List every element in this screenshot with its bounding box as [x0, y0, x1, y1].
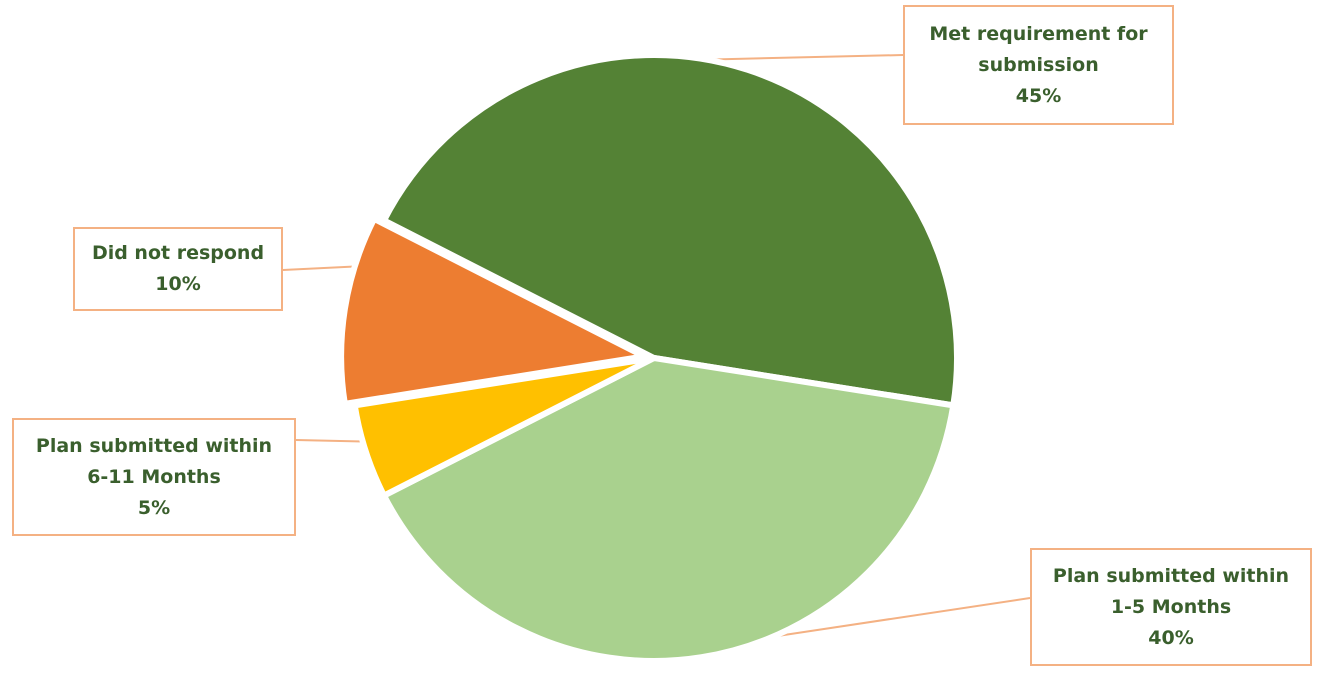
slice-percent: 5%	[137, 496, 171, 519]
leader-line-plan-6-11-months	[295, 439, 363, 443]
slice-percent: 10%	[155, 273, 201, 295]
leader-line-met-requirement	[706, 54, 904, 61]
slice-label-line: Plan submitted within	[1052, 564, 1290, 587]
slice-label-line: 6-11 Months	[87, 465, 221, 488]
data-label-6-11-months: Plan submitted within 6-11 Months 5%	[12, 418, 296, 536]
slice-label-line: Plan submitted within	[35, 434, 273, 457]
pie-slice-did-not-respond	[338, 215, 648, 407]
slice-label-line: submission	[978, 53, 1099, 76]
slice-percent: 45%	[1015, 84, 1062, 107]
slice-label-line: Did not respond	[91, 242, 265, 264]
pie-slice-met-requirement	[381, 52, 960, 409]
pie-slices	[338, 52, 960, 664]
data-label-met-requirement: Met requirement for submission 45%	[903, 5, 1174, 125]
leader-line-did-not-respond	[282, 265, 355, 271]
data-label-did-not-respond: Did not respond 10%	[73, 227, 283, 311]
pie-slice-plan-1-5-months	[381, 355, 957, 664]
data-label-1-5-months: Plan submitted within 1-5 Months 40%	[1030, 548, 1312, 666]
slice-percent: 40%	[1148, 626, 1194, 649]
slice-label-line: 1-5 Months	[1110, 595, 1232, 618]
slice-label-line: Met requirement for	[929, 22, 1148, 45]
pie-slice-plan-6-11-months	[351, 355, 657, 499]
